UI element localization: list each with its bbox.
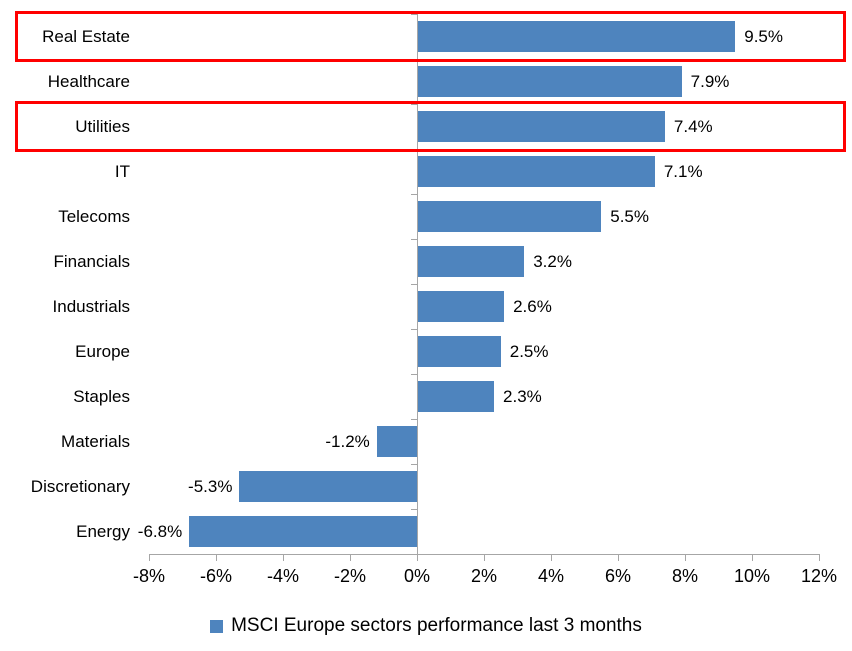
category-label: Utilities <box>75 117 130 136</box>
chart-row: Financials 3.2% <box>0 239 852 284</box>
bar <box>417 111 665 142</box>
x-axis-tick <box>752 554 753 561</box>
y-axis-tick <box>411 194 417 195</box>
category-label: Energy <box>76 522 130 541</box>
y-axis-tick <box>411 329 417 330</box>
bar <box>417 246 525 277</box>
chart-row: Europe 2.5% <box>0 329 852 374</box>
category-label: Real Estate <box>42 27 130 46</box>
x-tick-label: 10% <box>733 566 771 586</box>
value-label: 2.5% <box>509 342 549 361</box>
chart-row: Telecoms 5.5% <box>0 194 852 239</box>
category-label: Financials <box>53 252 130 271</box>
value-label: 9.5% <box>744 27 783 46</box>
chart-row: IT 7.1% <box>0 149 852 194</box>
x-axis-tick <box>216 554 217 561</box>
value-label: 5.5% <box>610 207 649 226</box>
y-axis-tick <box>411 464 417 465</box>
legend-series-marker-icon <box>210 619 224 633</box>
x-tick-label: -6% <box>199 566 233 586</box>
y-axis-tick <box>411 104 417 105</box>
x-axis-tick <box>551 554 552 561</box>
x-tick-label: 8% <box>671 566 699 586</box>
x-axis-tick <box>685 554 686 561</box>
bar <box>417 291 505 322</box>
x-tick-label: 12% <box>800 566 838 586</box>
chart-row: Real Estate 9.5% <box>0 14 852 59</box>
x-axis-tick <box>484 554 485 561</box>
value-label: 3.2% <box>533 252 572 271</box>
y-axis-tick <box>411 374 417 375</box>
x-axis-tick <box>618 554 619 561</box>
x-axis-tick <box>149 554 150 561</box>
y-axis-tick <box>411 14 417 15</box>
x-tick-label: -2% <box>333 566 367 586</box>
x-tick-label: 0% <box>403 566 431 586</box>
bar <box>376 426 417 457</box>
legend: MSCI Europe sectors performance last 3 m… <box>0 612 852 640</box>
bar <box>189 516 417 547</box>
x-tick-label: 2% <box>470 566 498 586</box>
chart-row: Industrials 2.6% <box>0 284 852 329</box>
category-label: Staples <box>73 387 130 406</box>
category-label: Telecoms <box>58 207 130 226</box>
x-axis-tick <box>417 554 418 561</box>
bar <box>417 336 501 367</box>
x-tick-label: 4% <box>537 566 565 586</box>
category-label: Materials <box>61 432 130 451</box>
value-label: 7.4% <box>673 117 713 136</box>
x-axis-tick <box>283 554 284 561</box>
value-label: 7.1% <box>663 162 703 181</box>
value-label: -1.2% <box>325 432 370 451</box>
x-axis-tick <box>350 554 351 561</box>
bar <box>417 21 736 52</box>
value-label: 2.6% <box>513 297 552 316</box>
y-axis-tick <box>411 509 417 510</box>
category-label: Industrials <box>52 297 130 316</box>
bar <box>417 381 495 412</box>
y-axis-line <box>417 14 418 554</box>
highlight-box-utilities <box>15 101 846 152</box>
y-axis-tick <box>411 284 417 285</box>
y-axis-tick <box>411 239 417 240</box>
y-axis-tick <box>411 419 417 420</box>
x-axis-tick <box>819 554 820 561</box>
x-tick-label: -8% <box>132 566 166 586</box>
highlight-box-real-estate <box>15 11 846 62</box>
chart-row: Staples 2.3% <box>0 374 852 419</box>
chart-row: Discretionary -5.3% <box>0 464 852 509</box>
bar <box>417 201 602 232</box>
bar <box>417 156 655 187</box>
category-label: Europe <box>75 342 130 361</box>
legend-label: MSCI Europe sectors performance last 3 m… <box>231 615 642 636</box>
value-label: 7.9% <box>690 72 730 91</box>
value-label: -5.3% <box>188 477 233 496</box>
x-tick-label: 6% <box>604 566 632 586</box>
value-label: -6.8% <box>137 522 183 541</box>
chart-row: Utilities 7.4% <box>0 104 852 149</box>
category-label: Healthcare <box>47 72 130 91</box>
bar <box>417 66 682 97</box>
bar <box>239 471 417 502</box>
value-label: 2.3% <box>503 387 542 406</box>
chart-row: Energy -6.8% <box>0 509 852 554</box>
category-label: IT <box>114 162 130 181</box>
category-label: Discretionary <box>30 477 130 496</box>
chart-row: Healthcare 7.9% <box>0 59 852 104</box>
chart-row: Materials -1.2% <box>0 419 852 464</box>
x-tick-label: -4% <box>266 566 300 586</box>
